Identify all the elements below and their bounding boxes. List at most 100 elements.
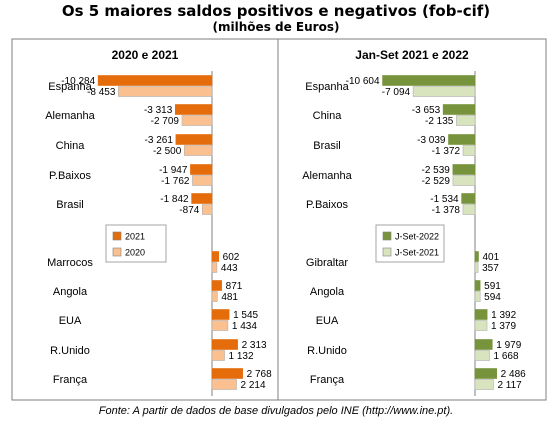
data-label: 357 <box>482 263 499 274</box>
bar-series1 <box>211 339 238 350</box>
category-label: França <box>310 374 345 386</box>
category-label: Gibraltar <box>306 257 349 269</box>
bar-series1 <box>211 251 219 262</box>
bar-series1 <box>474 280 481 291</box>
legend-label: J-Set-2021 <box>395 248 439 258</box>
bar-series1 <box>211 309 230 320</box>
data-label: -874 <box>179 205 199 216</box>
legend-label: 2020 <box>125 248 145 258</box>
bar-series2 <box>462 204 476 215</box>
category-label: Angola <box>53 286 88 298</box>
bar-series2 <box>474 320 488 331</box>
data-label: -1 378 <box>432 205 461 216</box>
bar-series1 <box>190 164 213 175</box>
category-label: Alemanha <box>302 170 352 182</box>
legend-swatch <box>112 247 122 257</box>
bar-series1 <box>211 280 222 291</box>
bar-series2 <box>412 86 476 97</box>
data-label: 1 434 <box>232 321 257 332</box>
category-label: Marrocos <box>47 257 93 269</box>
bar-series2 <box>452 175 476 186</box>
data-label: -3 313 <box>144 105 173 116</box>
bar-series2 <box>211 320 229 331</box>
bar-series1 <box>461 193 476 204</box>
bar-series1 <box>474 251 479 262</box>
bar-series2 <box>474 350 490 361</box>
data-label: 1 132 <box>229 351 254 362</box>
data-label: -2 529 <box>422 176 451 187</box>
bar-series1 <box>474 309 488 320</box>
chart-frame <box>11 38 547 401</box>
bar-series2 <box>211 379 237 390</box>
bar-series2 <box>192 175 213 186</box>
category-label: Brasil <box>313 140 341 152</box>
category-label: P.Baixos <box>49 170 91 182</box>
category-label: EUA <box>59 315 82 327</box>
chart-subtitle: (milhões de Euros) <box>212 20 340 34</box>
source-note: Fonte: A partir de dados de base divulga… <box>98 405 454 417</box>
panel-title: Jan-Set 2021 e 2022 <box>355 48 469 62</box>
data-label: 1 979 <box>496 340 521 351</box>
data-label: -1 534 <box>430 194 459 205</box>
data-label: -1 947 <box>159 165 188 176</box>
legend-label: 2021 <box>125 232 145 242</box>
bar-series2 <box>474 262 479 273</box>
data-label: 1 392 <box>491 310 516 321</box>
data-label: -3 653 <box>412 105 441 116</box>
bar-series2 <box>474 291 481 302</box>
data-label: -3 039 <box>417 135 446 146</box>
data-label: -10 604 <box>346 76 380 87</box>
data-label: -8 453 <box>87 87 116 98</box>
bar-series1 <box>474 339 493 350</box>
panel-title: 2020 e 2021 <box>112 48 179 62</box>
bar-series1 <box>452 164 476 175</box>
bar-series1 <box>175 134 213 145</box>
legend-label: J-Set-2022 <box>395 232 439 242</box>
chart-title: Os 5 maiores saldos positivos e negativo… <box>61 2 491 20</box>
data-label: 401 <box>482 252 499 263</box>
category-label: EUA <box>316 315 339 327</box>
data-label: 443 <box>221 263 238 274</box>
data-label: 1 379 <box>491 321 516 332</box>
data-label: 2 486 <box>501 369 526 380</box>
category-label: R.Unido <box>50 345 90 357</box>
data-label: 1 668 <box>494 351 519 362</box>
category-label: Angola <box>310 286 345 298</box>
category-label: China <box>56 140 86 152</box>
data-label: 481 <box>221 292 238 303</box>
category-label: Alemanha <box>45 110 95 122</box>
data-label: 2 313 <box>242 340 267 351</box>
data-label: -2 709 <box>151 116 180 127</box>
data-label: 594 <box>484 292 501 303</box>
category-label: França <box>53 374 88 386</box>
data-label: 2 117 <box>497 380 522 391</box>
bar-series1 <box>211 368 243 379</box>
bar-series1 <box>448 134 476 145</box>
data-label: -7 094 <box>382 87 411 98</box>
category-label: Espanha <box>48 81 92 93</box>
data-label: -10 284 <box>61 76 95 87</box>
category-label: P.Baixos <box>306 199 348 211</box>
category-label: R.Unido <box>307 345 347 357</box>
bar-series1 <box>382 75 476 86</box>
data-label: -1 762 <box>161 176 190 187</box>
bar-series2 <box>211 262 218 273</box>
data-label: -2 135 <box>425 116 454 127</box>
data-label: -1 372 <box>432 146 461 157</box>
legend-swatch <box>382 231 392 241</box>
data-label: -3 261 <box>145 135 174 146</box>
bar-series2 <box>181 115 213 126</box>
data-label: -2 539 <box>422 165 451 176</box>
bar-series1 <box>191 193 213 204</box>
bar-series2 <box>462 145 476 156</box>
category-label: Espanha <box>305 81 349 93</box>
data-label: 871 <box>226 281 243 292</box>
data-label: -1 842 <box>160 194 189 205</box>
category-label: Brasil <box>56 199 84 211</box>
data-label: -2 500 <box>153 146 182 157</box>
bar-series2 <box>211 291 218 302</box>
category-label: China <box>313 110 343 122</box>
legend-swatch <box>382 247 392 257</box>
data-label: 591 <box>484 281 501 292</box>
